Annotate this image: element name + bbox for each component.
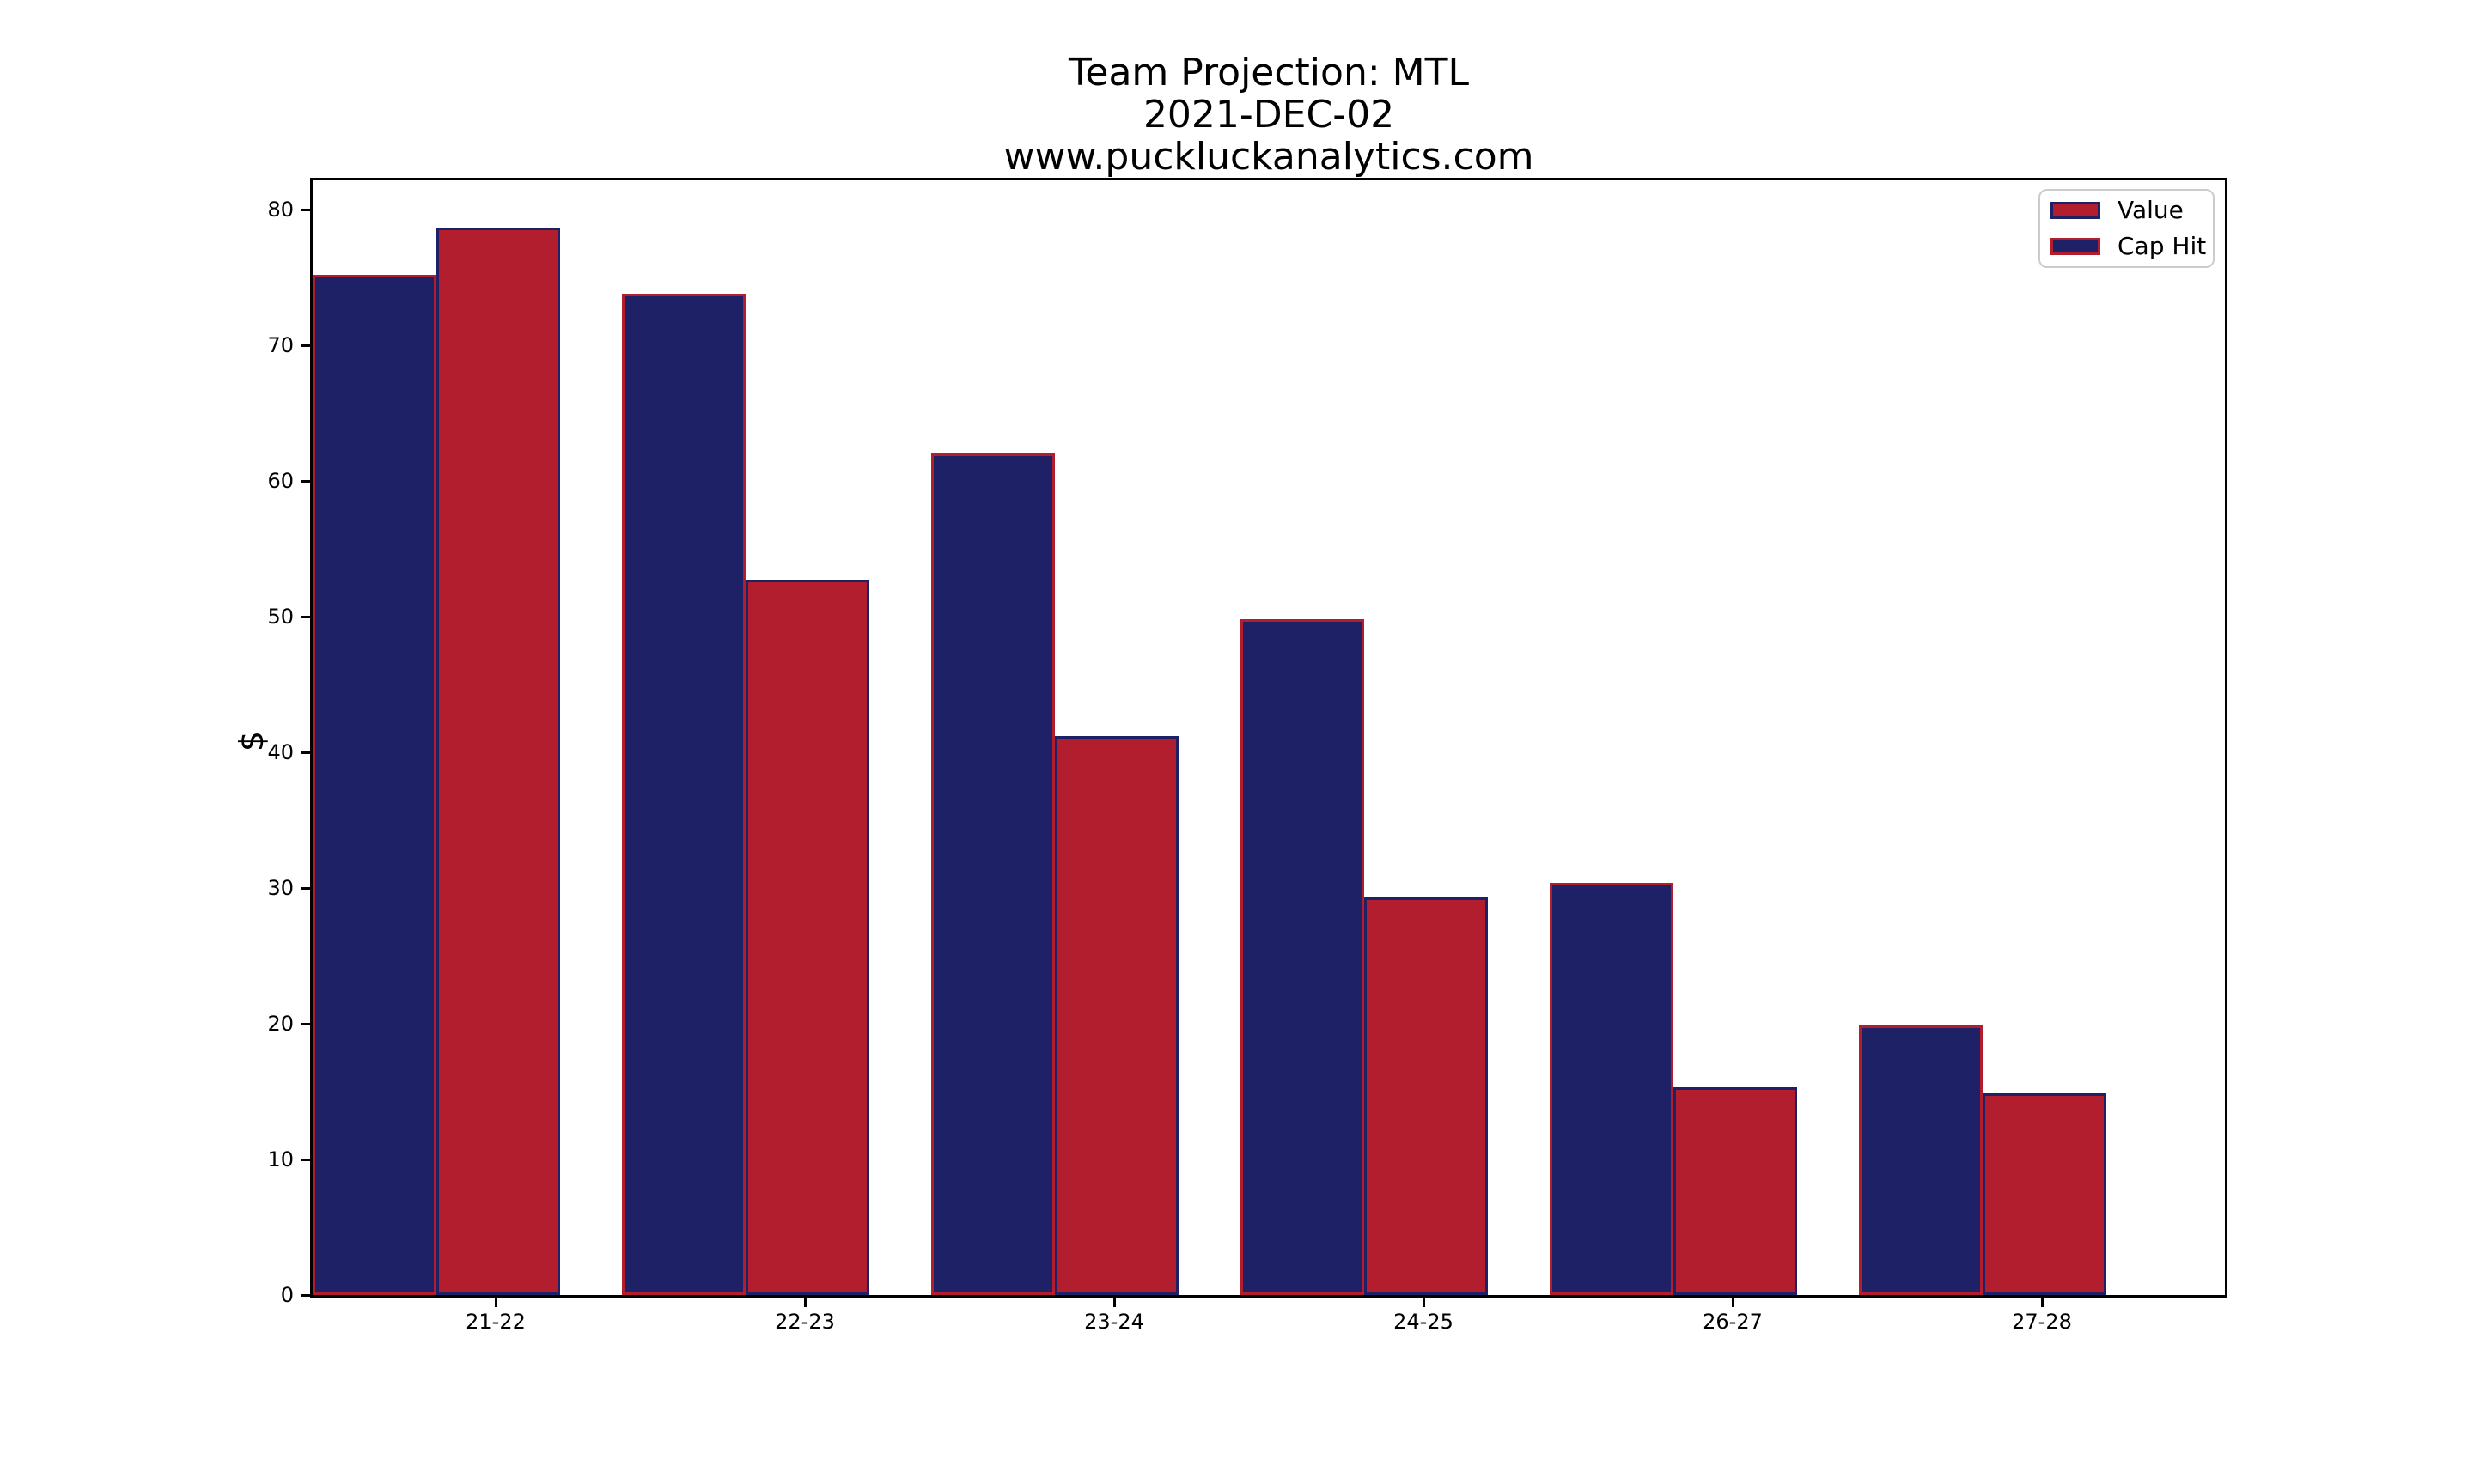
bar-cap-hit-21-22 bbox=[313, 275, 436, 1295]
x-tick-22-23 bbox=[803, 1298, 807, 1307]
bar-value-22-23 bbox=[746, 580, 869, 1295]
y-tick-label-50: 50 bbox=[267, 605, 294, 629]
y-tick-label-60: 60 bbox=[267, 469, 294, 493]
bar-cap-hit-26-27 bbox=[1550, 883, 1673, 1295]
legend-label-value: Value bbox=[2118, 196, 2184, 224]
bar-cap-hit-27-28 bbox=[1859, 1025, 1983, 1295]
y-tick-20 bbox=[301, 1022, 310, 1025]
x-tick-label-24-25: 24-25 bbox=[1393, 1310, 1453, 1334]
x-tick-label-21-22: 21-22 bbox=[466, 1310, 526, 1334]
y-tick-80 bbox=[301, 208, 310, 211]
x-tick-label-22-23: 22-23 bbox=[775, 1310, 835, 1334]
legend-label-cap-hit: Cap Hit bbox=[2118, 232, 2207, 260]
x-tick-label-23-24: 23-24 bbox=[1084, 1310, 1144, 1334]
bar-value-24-25 bbox=[1364, 897, 1488, 1295]
bar-value-23-24 bbox=[1055, 736, 1179, 1295]
x-tick-24-25 bbox=[1422, 1298, 1425, 1307]
plot-area bbox=[310, 178, 2227, 1298]
x-tick-label-27-28: 27-28 bbox=[2012, 1310, 2072, 1334]
y-tick-label-10: 10 bbox=[267, 1147, 294, 1171]
y-tick-label-40: 40 bbox=[267, 740, 294, 764]
y-tick-label-70: 70 bbox=[267, 333, 294, 357]
x-tick-23-24 bbox=[1112, 1298, 1116, 1307]
bar-value-27-28 bbox=[1983, 1093, 2106, 1295]
bar-cap-hit-23-24 bbox=[931, 453, 1055, 1295]
legend-row-value: Value bbox=[2050, 198, 2203, 222]
chart-date: 2021-DEC-02 bbox=[1143, 93, 1395, 137]
legend: Value Cap Hit bbox=[2038, 189, 2215, 268]
y-tick-70 bbox=[301, 344, 310, 347]
chart-title: Team Projection: MTL bbox=[1068, 51, 1470, 94]
y-tick-0 bbox=[301, 1293, 310, 1297]
legend-swatch-value bbox=[2050, 202, 2100, 219]
bar-cap-hit-22-23 bbox=[622, 294, 746, 1295]
y-tick-label-80: 80 bbox=[267, 198, 294, 222]
chart-title-block: Team Projection: MTL 2021-DEC-02 www.puc… bbox=[310, 52, 2227, 178]
x-tick-21-22 bbox=[494, 1298, 497, 1307]
bar-value-26-27 bbox=[1673, 1087, 1797, 1295]
bar-value-21-22 bbox=[436, 228, 560, 1295]
y-tick-30 bbox=[301, 886, 310, 890]
legend-swatch-cap-hit bbox=[2050, 238, 2100, 255]
y-tick-label-0: 0 bbox=[280, 1283, 294, 1307]
y-tick-label-20: 20 bbox=[267, 1012, 294, 1036]
y-tick-40 bbox=[301, 751, 310, 754]
x-tick-27-28 bbox=[2040, 1298, 2044, 1307]
bar-cap-hit-24-25 bbox=[1240, 619, 1364, 1295]
y-tick-10 bbox=[301, 1158, 310, 1161]
y-tick-label-30: 30 bbox=[267, 876, 294, 900]
y-tick-50 bbox=[301, 615, 310, 618]
y-tick-60 bbox=[301, 479, 310, 483]
legend-row-cap-hit: Cap Hit bbox=[2050, 232, 2207, 260]
x-tick-label-26-27: 26-27 bbox=[1703, 1310, 1763, 1334]
x-tick-26-27 bbox=[1731, 1298, 1734, 1307]
chart-watermark: www.puckluckanalytics.com bbox=[1003, 135, 1534, 179]
